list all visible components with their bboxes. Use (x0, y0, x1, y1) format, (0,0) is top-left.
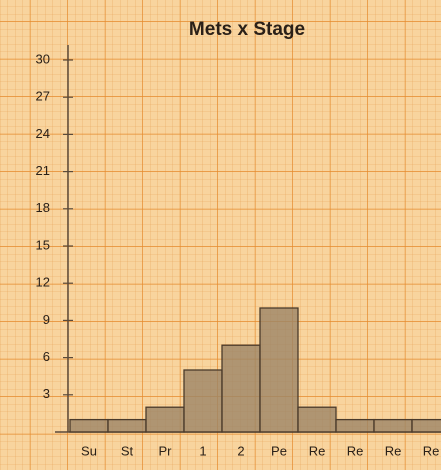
y-tick-label: 9 (43, 312, 50, 327)
x-tick-label: Pr (159, 443, 173, 458)
y-tick-label: 15 (36, 237, 50, 252)
bar (183, 369, 223, 433)
x-tick-label: Re (385, 443, 402, 458)
x-tick-label: 2 (237, 443, 244, 458)
bar (373, 418, 413, 433)
bar (221, 344, 261, 433)
bar (107, 418, 147, 433)
bar (335, 418, 375, 433)
x-tick-label: Re (309, 443, 326, 458)
y-tick-label: 12 (36, 275, 50, 290)
y-tick-label: 30 (36, 51, 50, 66)
x-tick-label: 1 (199, 443, 206, 458)
y-tick-label: 3 (43, 386, 50, 401)
bar (259, 307, 299, 433)
x-tick-label: Su (81, 443, 97, 458)
y-tick-label: 24 (36, 126, 50, 141)
y-tick-label: 21 (36, 163, 50, 178)
chart-title: Mets x Stage (189, 19, 305, 40)
bar (411, 418, 441, 433)
y-tick-label: 18 (36, 200, 50, 215)
x-tick-label: Re (423, 443, 440, 458)
x-tick-label: St (121, 443, 134, 458)
bar (297, 406, 337, 433)
x-tick-label: Re (347, 443, 364, 458)
y-tick-label: 6 (43, 349, 50, 364)
bar (145, 406, 185, 433)
y-tick-label: 27 (36, 89, 50, 104)
bar (69, 418, 109, 433)
x-tick-label: Pe (271, 443, 287, 458)
